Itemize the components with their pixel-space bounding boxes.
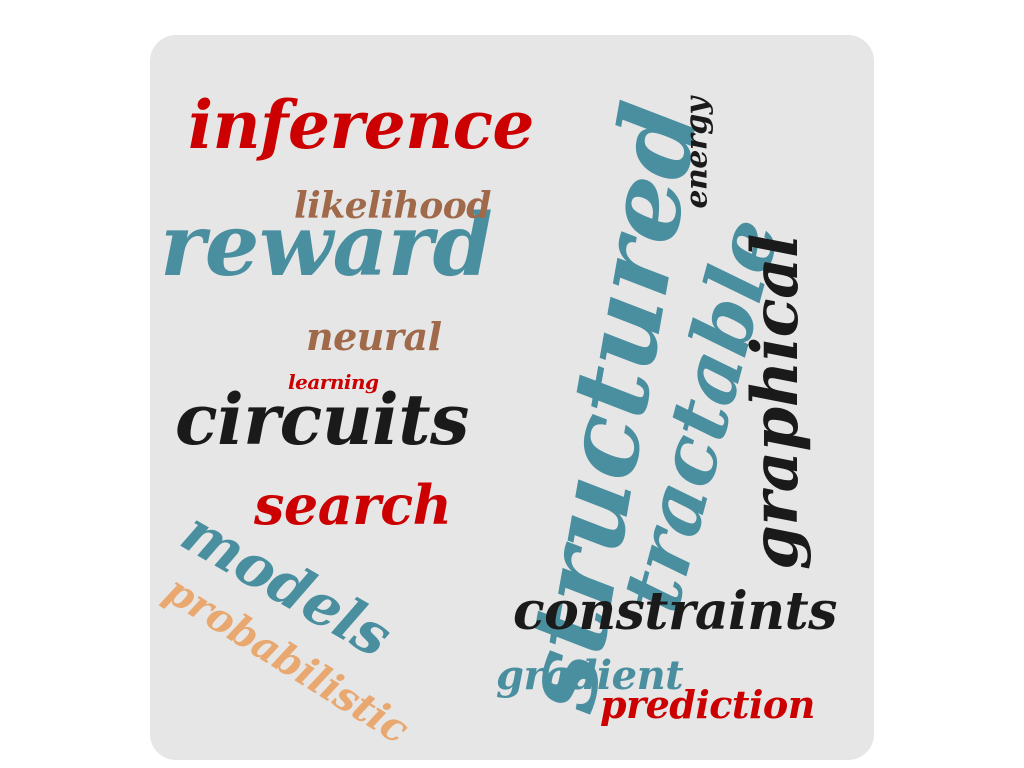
word-gradient: gradient <box>496 652 684 699</box>
word-neural: neural <box>306 314 442 359</box>
word-inference: inference <box>188 86 534 164</box>
word-graphical: graphical <box>737 234 813 570</box>
word-reward: reward <box>160 195 493 296</box>
word-search: search <box>254 473 452 537</box>
word-learning: learning <box>288 370 379 394</box>
word-circuits: circuits <box>175 378 469 461</box>
word-cloud-panel <box>150 35 874 760</box>
word-likelihood: likelihood <box>294 185 491 227</box>
word-constraints: constraints <box>513 581 837 642</box>
word-prediction: prediction <box>600 682 815 727</box>
word-energy: energy <box>679 97 715 209</box>
